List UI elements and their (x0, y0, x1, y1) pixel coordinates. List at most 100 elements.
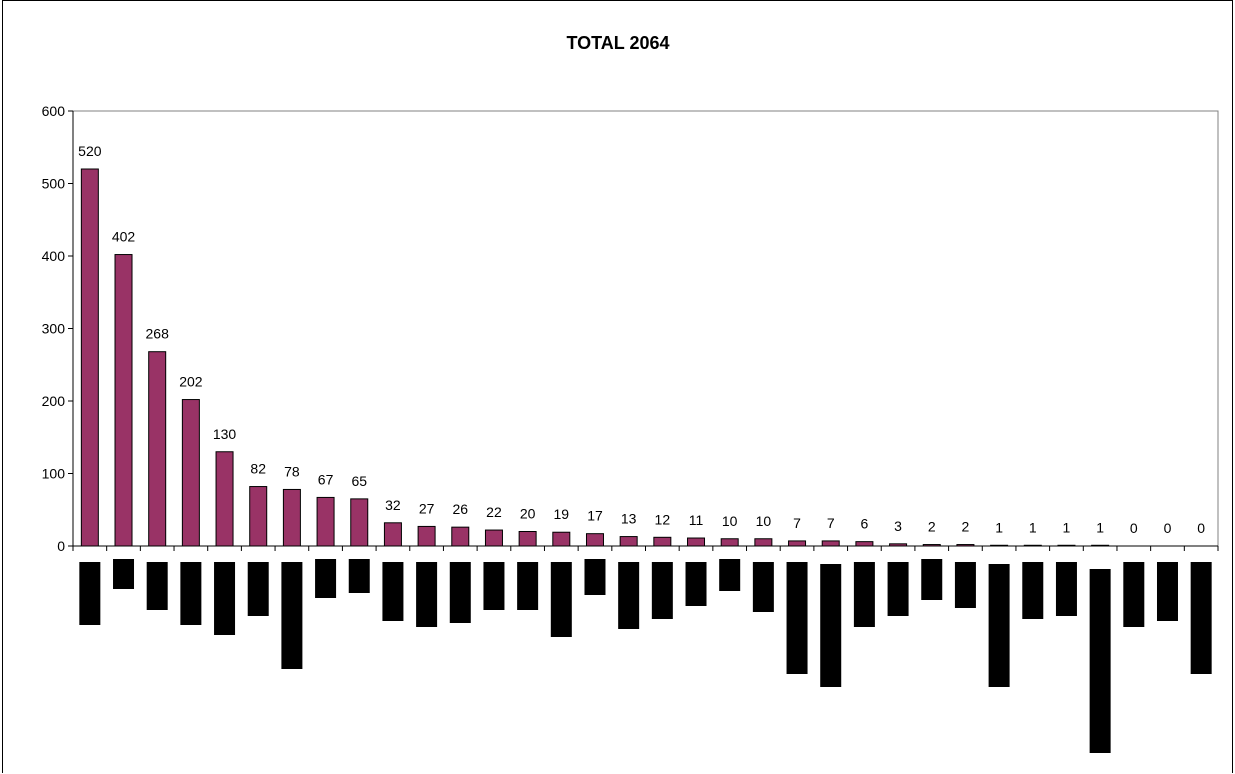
redacted-category-label (146, 562, 168, 610)
redacted-category-label (853, 562, 875, 627)
bar (80, 168, 99, 547)
data-label: 3 (894, 518, 902, 534)
bar (855, 541, 874, 547)
data-label: 19 (554, 506, 570, 522)
redacted-category-label (719, 559, 741, 591)
y-tick-label: 0 (57, 538, 65, 554)
redacted-category-label (180, 562, 202, 625)
redacted-category-label (1089, 569, 1111, 753)
data-label: 2 (962, 519, 970, 535)
data-label: 67 (318, 471, 334, 487)
bar (249, 486, 268, 547)
bar (1057, 544, 1076, 547)
bar (1023, 544, 1042, 547)
redacted-category-label (416, 562, 438, 627)
y-tick-label: 400 (42, 248, 66, 264)
redacted-category-label (449, 562, 471, 623)
bar (922, 544, 941, 547)
redacted-category-label (618, 562, 640, 629)
bar (990, 544, 1009, 547)
data-label: 10 (756, 513, 772, 529)
bar (788, 540, 807, 547)
data-label: 268 (146, 326, 170, 342)
redacted-category-label (651, 562, 673, 619)
chart-svg: TOTAL 2064 01002003004005006005204022682… (42, 33, 1219, 753)
bar (350, 498, 369, 547)
bar (552, 531, 571, 547)
data-label: 82 (250, 461, 266, 477)
data-label: 11 (689, 512, 704, 528)
redacted-category-label (752, 562, 774, 612)
redacted-category-label (1123, 562, 1145, 627)
redacted-category-label (113, 559, 135, 589)
bar (687, 537, 706, 547)
bar (282, 488, 301, 547)
data-label: 10 (722, 513, 738, 529)
redacted-category-label (214, 562, 236, 635)
redacted-category-label (820, 564, 842, 687)
redacted-category-label (79, 562, 101, 625)
data-label: 202 (179, 374, 203, 390)
data-label: 1 (995, 519, 1003, 535)
redacted-category-label (584, 559, 606, 595)
bar (1091, 544, 1110, 547)
redacted-category-label (550, 562, 572, 637)
y-tick-label: 500 (42, 176, 66, 192)
data-label: 32 (385, 497, 401, 513)
redacted-category-label (685, 562, 707, 606)
data-label: 402 (112, 229, 136, 245)
data-label: 1 (1029, 519, 1037, 535)
bar (889, 543, 908, 547)
bar (114, 254, 133, 547)
redacted-category-label (1190, 562, 1212, 674)
chart-title: TOTAL 2064 (566, 33, 669, 53)
plot-border (72, 110, 1219, 547)
y-tick-label: 600 (42, 103, 66, 119)
data-label: 26 (452, 501, 468, 517)
bar (720, 538, 739, 547)
data-label: 520 (78, 143, 102, 159)
redacted-category-label (382, 562, 404, 621)
data-label: 22 (486, 504, 502, 520)
data-label: 1 (1096, 519, 1104, 535)
y-tick-label: 200 (42, 393, 66, 409)
data-label: 0 (1164, 520, 1172, 536)
redacted-category-label (1156, 562, 1178, 621)
data-label: 17 (587, 508, 603, 524)
data-label: 1 (1063, 519, 1071, 535)
data-label: 78 (284, 463, 300, 479)
redacted-category-label (1055, 562, 1077, 616)
bar (754, 538, 773, 547)
data-label: 13 (621, 511, 637, 527)
data-label: 130 (213, 426, 237, 442)
bar (451, 526, 470, 547)
redacted-category-label (887, 562, 909, 616)
data-label: 0 (1130, 520, 1138, 536)
redacted-category-label (348, 559, 370, 593)
bar (484, 529, 503, 547)
redacted-category-label (517, 562, 539, 610)
bar (383, 522, 402, 547)
bar (653, 536, 672, 547)
redacted-category-label (786, 562, 808, 674)
bar (821, 540, 840, 547)
redacted-category-label (921, 559, 943, 600)
redacted-category-label (247, 562, 269, 616)
redacted-category-label (1022, 562, 1044, 619)
redacted-category-label (281, 562, 303, 669)
bar (148, 351, 167, 547)
y-tick-label: 300 (42, 321, 66, 337)
bar (181, 399, 200, 547)
redacted-category-label (954, 562, 976, 608)
redacted-category-label (315, 559, 337, 598)
bar (215, 451, 234, 547)
bar (417, 525, 436, 547)
y-tick-label: 100 (42, 466, 66, 482)
data-label: 2 (928, 519, 936, 535)
bar (619, 536, 638, 547)
data-label: 27 (419, 500, 435, 516)
data-label: 7 (827, 515, 835, 531)
data-label: 12 (655, 511, 671, 527)
